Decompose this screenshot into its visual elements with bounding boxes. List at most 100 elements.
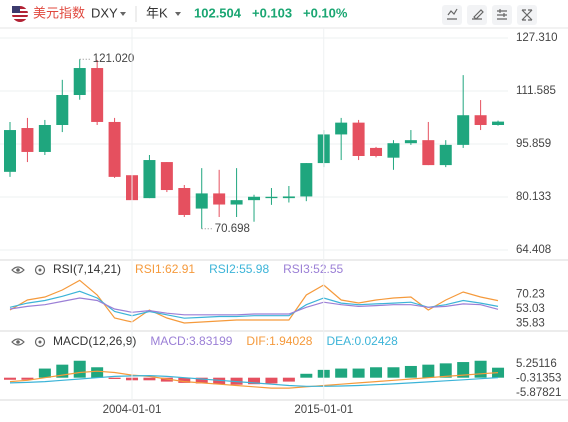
price: 102.504 bbox=[194, 5, 242, 20]
legend-entry: DEA:0.02428 bbox=[326, 334, 398, 348]
visibility-icon[interactable] bbox=[11, 338, 25, 346]
candle-body bbox=[56, 94, 69, 125]
histogram-bar bbox=[474, 360, 487, 378]
period[interactable]: 年K bbox=[146, 5, 168, 20]
histogram-bar bbox=[143, 377, 156, 381]
panel-title: MACD(12,26,9) bbox=[53, 334, 136, 348]
indicator-line bbox=[9, 374, 499, 387]
histogram-bar bbox=[178, 377, 191, 383]
candle-body bbox=[213, 193, 226, 205]
legend-entry: RSI3:52.55 bbox=[283, 262, 343, 276]
histogram-bar bbox=[160, 377, 173, 382]
macd-panel-icons bbox=[11, 336, 46, 348]
y-tick-label: 111.585 bbox=[516, 85, 556, 97]
settings-icon[interactable] bbox=[34, 336, 46, 348]
candle-body bbox=[178, 188, 191, 215]
histogram-bar bbox=[21, 377, 34, 380]
histogram-bar bbox=[38, 368, 51, 378]
candle-body bbox=[73, 68, 86, 95]
candle-body bbox=[300, 163, 313, 197]
candle-body bbox=[387, 143, 400, 158]
y-tick-label: 70.23 bbox=[516, 288, 545, 300]
tool-button[interactable] bbox=[467, 5, 487, 25]
legend-entry: DIF:1.94028 bbox=[246, 334, 312, 348]
candle-body bbox=[492, 121, 505, 125]
histogram-bar bbox=[370, 367, 383, 378]
legend-entry: RSI2:55.98 bbox=[209, 262, 269, 276]
candle-body bbox=[4, 130, 16, 172]
dropdown-caret bbox=[120, 12, 126, 16]
y-tick-label: -0.31353 bbox=[516, 373, 561, 385]
y-tick-label: 5.25116 bbox=[516, 358, 557, 370]
panel-title: RSI(7,14,21) bbox=[53, 262, 121, 276]
indicator-line bbox=[9, 370, 499, 389]
candle-body bbox=[404, 140, 417, 144]
candle-body bbox=[265, 196, 278, 199]
candle-body bbox=[108, 121, 121, 177]
candle-body bbox=[335, 122, 348, 135]
candle-body bbox=[370, 147, 383, 156]
candle-body bbox=[38, 124, 51, 152]
max-label: 121.020 bbox=[93, 53, 135, 65]
candle-body bbox=[160, 162, 173, 191]
candle-body bbox=[195, 193, 208, 209]
y-tick-label: 127.310 bbox=[516, 32, 558, 44]
y-tick-label: -5.87821 bbox=[516, 387, 561, 399]
tool-button[interactable] bbox=[442, 5, 462, 25]
candle-body bbox=[439, 144, 452, 166]
histogram-bar bbox=[422, 364, 435, 378]
histogram-bar bbox=[352, 368, 365, 378]
symbol[interactable]: DXY bbox=[91, 5, 118, 20]
legend-entry: MACD:3.83199 bbox=[150, 334, 232, 348]
change: +0.103 bbox=[252, 5, 292, 20]
candle-body bbox=[230, 200, 243, 205]
min-label: 70.698 bbox=[215, 223, 250, 235]
histogram-bar bbox=[265, 377, 278, 384]
candle-body bbox=[282, 196, 295, 199]
histogram-bar bbox=[282, 377, 295, 382]
histogram-bar bbox=[108, 377, 121, 379]
candle-body bbox=[474, 115, 487, 125]
histogram-bar bbox=[195, 377, 208, 384]
index-name: 美元指数 bbox=[33, 5, 85, 20]
histogram-bar bbox=[213, 377, 226, 385]
y-tick-label: 95.859 bbox=[516, 138, 551, 150]
settings-icon[interactable] bbox=[34, 264, 46, 276]
candle-body bbox=[143, 160, 156, 199]
candle-body bbox=[21, 128, 34, 152]
y-tick-label: 64.408 bbox=[516, 244, 551, 256]
x-tick-label: 2015-01-01 bbox=[294, 404, 353, 416]
y-tick-label: 80.133 bbox=[516, 191, 551, 203]
candle-body bbox=[248, 196, 261, 201]
candle-body bbox=[457, 115, 470, 145]
histogram-bar bbox=[335, 368, 348, 378]
legend-entry: RSI1:62.91 bbox=[135, 262, 195, 276]
histogram-bar bbox=[387, 367, 400, 378]
toolbar bbox=[442, 5, 537, 25]
histogram-bar bbox=[4, 377, 16, 380]
x-tick-label: 2004-01-01 bbox=[103, 404, 162, 416]
candle-body bbox=[91, 68, 104, 122]
histogram-bar bbox=[457, 362, 470, 378]
candle-body bbox=[352, 122, 365, 156]
indicator-line bbox=[9, 279, 499, 324]
y-tick-label: 35.83 bbox=[516, 317, 545, 329]
candle-body bbox=[422, 140, 435, 166]
histogram-bar bbox=[300, 373, 313, 378]
histogram-bar bbox=[439, 363, 452, 378]
dropdown-caret bbox=[175, 12, 181, 16]
y-tick-label: 53.03 bbox=[516, 303, 545, 315]
rsi-panel-icons bbox=[11, 264, 46, 276]
indicator-line bbox=[9, 290, 499, 319]
histogram-bar bbox=[404, 365, 417, 378]
histogram-bar bbox=[73, 360, 86, 378]
histogram-bar bbox=[248, 377, 261, 385]
change-percent: +0.10% bbox=[303, 5, 348, 20]
indicator-line bbox=[9, 297, 499, 316]
histogram-bar bbox=[91, 367, 104, 378]
visibility-icon[interactable] bbox=[11, 266, 25, 274]
histogram-bar bbox=[492, 367, 505, 378]
flag-icon bbox=[12, 6, 28, 22]
